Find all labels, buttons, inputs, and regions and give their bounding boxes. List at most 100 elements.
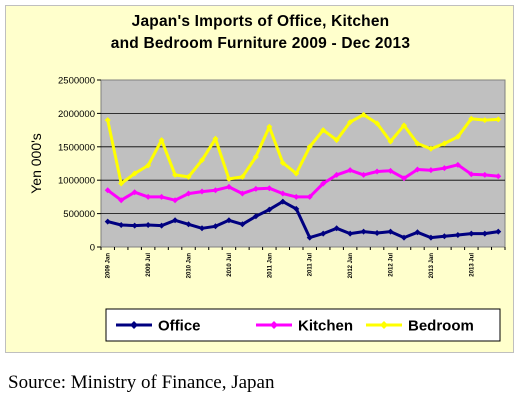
data-point-bedroom (158, 137, 165, 144)
data-point-office (374, 229, 381, 236)
data-point-bedroom (320, 127, 327, 134)
data-point-office (441, 233, 448, 240)
data-point-bedroom (199, 157, 205, 164)
data-point-bedroom (360, 111, 367, 118)
legend-label-kitchen: Kitchen (298, 318, 353, 335)
y-tick-label: 1500000 (58, 142, 95, 153)
x-tick-label: 2013 Jan (429, 253, 435, 279)
data-point-office (468, 230, 475, 237)
data-point-office (252, 213, 259, 220)
data-point-kitchen (414, 166, 421, 173)
chart-container: Japan's Imports of Office, Kitchen and B… (5, 5, 514, 353)
series-line-bedroom (106, 113, 499, 185)
data-point-bedroom (347, 119, 354, 126)
data-point-kitchen (266, 185, 273, 192)
y-tick-label: 500000 (63, 209, 95, 220)
data-point-office (427, 234, 434, 241)
legend-marker-kitchen (270, 321, 278, 329)
data-point-bedroom (441, 140, 448, 147)
data-point-kitchen (158, 193, 165, 200)
data-point-office (118, 221, 125, 228)
x-tick-label: 2009 Jul (146, 253, 152, 277)
x-tick-label: 2013 Jul (469, 253, 475, 277)
data-point-office (185, 221, 192, 228)
data-point-office (212, 223, 219, 230)
data-point-office (199, 225, 205, 232)
data-point-kitchen (481, 171, 488, 178)
data-point-office (401, 234, 407, 241)
data-point-bedroom (172, 171, 179, 178)
data-point-kitchen (104, 187, 111, 194)
data-point-bedroom (481, 117, 488, 124)
data-point-office (279, 198, 286, 205)
data-point-office (320, 230, 327, 237)
y-tick-label: 2500000 (58, 76, 95, 87)
legend-box (105, 308, 501, 342)
data-point-kitchen (360, 171, 367, 178)
data-point-kitchen (441, 165, 448, 172)
data-point-bedroom (401, 122, 407, 129)
data-point-kitchen (118, 197, 125, 204)
data-point-office (347, 230, 354, 237)
legend-marker-office (130, 321, 138, 329)
data-point-office (387, 228, 394, 235)
x-tick-label: 2009 Jan (106, 253, 112, 279)
data-point-kitchen (225, 183, 232, 190)
legend-label-office: Office (158, 318, 201, 335)
data-point-kitchen (320, 180, 327, 187)
chart-title-line-2: and Bedroom Furniture 2009 - Dec 2013 (110, 35, 411, 52)
data-point-bedroom (454, 133, 461, 140)
x-tick-label: 2010 Jan (187, 253, 193, 279)
data-point-bedroom (185, 173, 192, 180)
data-point-kitchen (185, 190, 192, 197)
y-tick-label: 1000000 (58, 176, 95, 187)
data-point-kitchen (131, 189, 138, 196)
data-point-bedroom (118, 180, 125, 187)
data-point-bedroom (374, 120, 381, 127)
data-point-bedroom (239, 173, 246, 180)
data-point-kitchen (293, 193, 300, 200)
data-point-bedroom (306, 143, 313, 150)
data-point-office (414, 229, 421, 236)
source-caption: Source: Ministry of Finance, Japan (8, 372, 275, 393)
data-point-office (239, 221, 246, 228)
data-point-bedroom (252, 153, 259, 160)
y-tick-label: 2000000 (58, 109, 95, 120)
data-point-kitchen (239, 190, 246, 197)
data-point-bedroom (145, 162, 152, 169)
data-point-bedroom (468, 115, 475, 122)
data-point-kitchen (333, 171, 340, 178)
data-point-kitchen (172, 197, 179, 204)
data-point-bedroom (212, 135, 219, 142)
x-tick-label: 2010 Jul (227, 253, 233, 277)
data-point-kitchen (347, 167, 354, 174)
data-point-office (454, 231, 461, 238)
data-point-kitchen (306, 193, 313, 200)
data-point-kitchen (454, 161, 461, 168)
x-tick-label: 2012 Jul (389, 253, 395, 277)
data-point-kitchen (252, 185, 259, 192)
x-tick-label: 2012 Jan (348, 253, 354, 279)
data-point-office (225, 217, 232, 224)
chart-title-line-1: Japan's Imports of Office, Kitchen (131, 13, 390, 30)
data-point-office (360, 228, 367, 235)
data-point-bedroom (427, 145, 434, 152)
data-point-bedroom (131, 170, 138, 177)
data-point-kitchen (495, 173, 502, 180)
data-point-office (131, 222, 138, 229)
data-point-bedroom (104, 117, 111, 124)
legend-label-bedroom: Bedroom (408, 318, 474, 335)
data-point-bedroom (495, 116, 502, 123)
data-point-kitchen (468, 171, 475, 178)
data-point-office (172, 217, 179, 224)
data-point-kitchen (212, 187, 219, 194)
data-point-kitchen (199, 188, 205, 195)
y-axis-label: Yen 000's (28, 133, 44, 194)
plot-area (100, 79, 506, 248)
data-point-office (145, 221, 152, 228)
data-point-kitchen (387, 167, 394, 174)
data-point-bedroom (414, 140, 421, 147)
data-point-bedroom (225, 175, 232, 182)
data-point-kitchen (374, 168, 381, 175)
data-point-office (158, 222, 165, 229)
